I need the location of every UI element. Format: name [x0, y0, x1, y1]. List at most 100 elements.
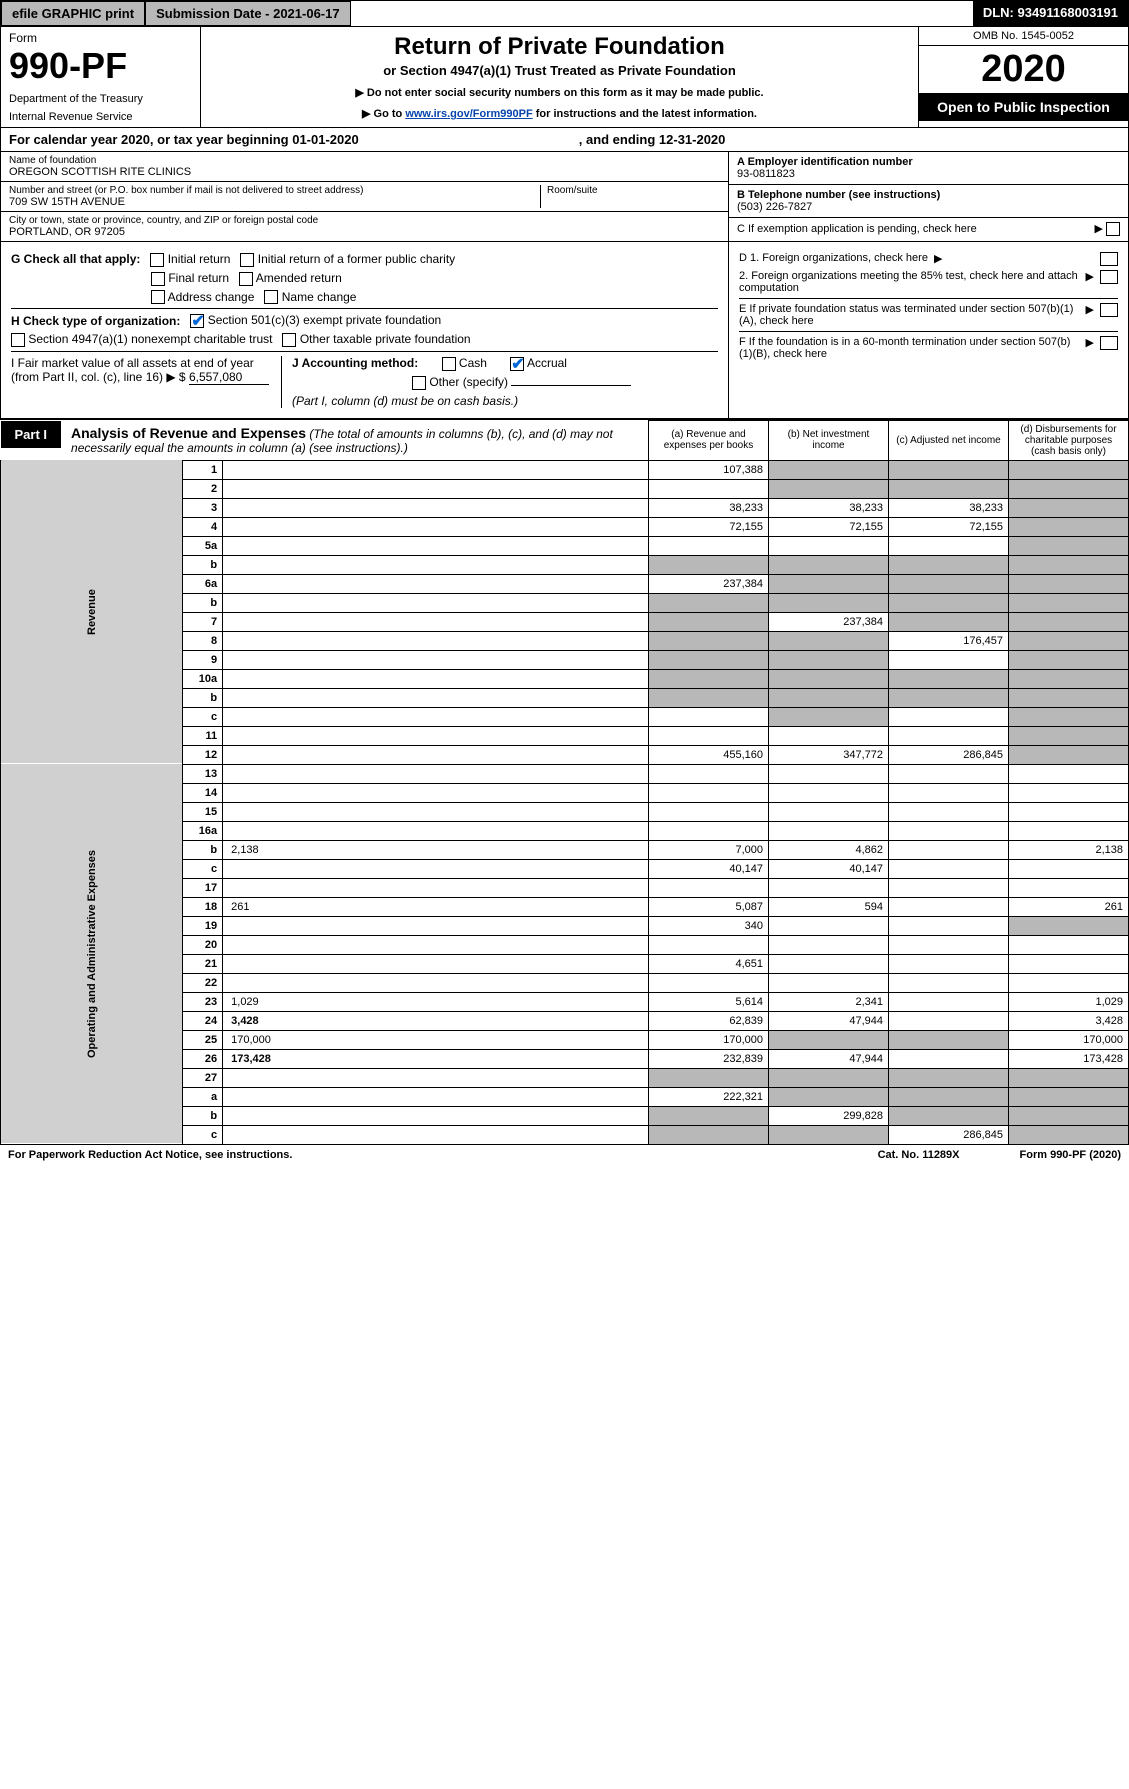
cell-d: 170,000 [1009, 1030, 1129, 1049]
efile-button[interactable]: efile GRAPHIC print [1, 1, 145, 26]
row-desc [223, 574, 649, 593]
other-taxable-cb[interactable] [282, 333, 296, 347]
cell-a: 340 [649, 916, 769, 935]
row-desc [223, 935, 649, 954]
row-number: b [183, 1106, 223, 1125]
revenue-side-label: Revenue [1, 460, 183, 764]
cell-a [649, 1068, 769, 1087]
accrual-cb[interactable] [510, 357, 524, 371]
cell-d [1009, 916, 1129, 935]
col-b-header: (b) Net investment income [769, 420, 889, 460]
e-checkbox[interactable] [1100, 303, 1118, 317]
part1-table-wrap: Part I Analysis of Revenue and Expenses … [0, 420, 1129, 1145]
cell-c [889, 593, 1009, 612]
cell-b: 4,862 [769, 840, 889, 859]
cell-d [1009, 1125, 1129, 1144]
row-desc [223, 707, 649, 726]
501c3-cb[interactable] [190, 314, 204, 328]
h-line-2: Section 4947(a)(1) nonexempt charitable … [11, 332, 718, 347]
d1-line: D 1. Foreign organizations, check here▶ [739, 252, 1118, 266]
exemption-checkbox[interactable] [1106, 222, 1120, 236]
cell-d: 3,428 [1009, 1011, 1129, 1030]
cell-c [889, 992, 1009, 1011]
cell-a: 5,087 [649, 897, 769, 916]
form-number: 990-PF [9, 45, 192, 87]
cell-d [1009, 1106, 1129, 1125]
cell-c [889, 916, 1009, 935]
header-right: OMB No. 1545-0052 2020 Open to Public In… [918, 27, 1128, 127]
cell-b [769, 764, 889, 783]
h-line: H Check type of organization: Section 50… [11, 308, 718, 328]
cell-b [769, 650, 889, 669]
cell-b [769, 954, 889, 973]
row-number: c [183, 1125, 223, 1144]
cell-d: 2,138 [1009, 840, 1129, 859]
omb-number: OMB No. 1545-0052 [919, 27, 1128, 46]
part1-table: Part I Analysis of Revenue and Expenses … [0, 420, 1129, 1145]
row-number: b [183, 688, 223, 707]
row-number: 17 [183, 878, 223, 897]
cell-d: 1,029 [1009, 992, 1129, 1011]
cell-a [649, 669, 769, 688]
name-change-cb[interactable] [264, 290, 278, 304]
ij-line: I Fair market value of all assets at end… [11, 351, 718, 408]
other-method-cb[interactable] [412, 376, 426, 390]
cell-b: 2,341 [769, 992, 889, 1011]
cell-d [1009, 802, 1129, 821]
row-desc [223, 517, 649, 536]
cell-a [649, 688, 769, 707]
row-desc: 1,029 [223, 992, 649, 1011]
row-number: c [183, 707, 223, 726]
cell-c [889, 1068, 1009, 1087]
row-desc [223, 783, 649, 802]
cash-cb[interactable] [442, 357, 456, 371]
initial-return-cb[interactable] [150, 253, 164, 267]
cell-d [1009, 460, 1129, 479]
form-subtitle: or Section 4947(a)(1) Trust Treated as P… [221, 63, 898, 78]
row-number: 2 [183, 479, 223, 498]
d2-checkbox[interactable] [1100, 270, 1118, 284]
row-desc [223, 802, 649, 821]
row-desc [223, 859, 649, 878]
cell-a [649, 973, 769, 992]
top-bar: efile GRAPHIC print Submission Date - 20… [0, 0, 1129, 27]
expenses-side-label: Operating and Administrative Expenses [1, 764, 183, 1144]
row-number: 3 [183, 498, 223, 517]
row-desc [223, 631, 649, 650]
row-number: 19 [183, 916, 223, 935]
row-desc [223, 1125, 649, 1144]
address-change-cb[interactable] [151, 290, 165, 304]
tax-year: 2020 [919, 46, 1128, 93]
cell-a: 107,388 [649, 460, 769, 479]
dln-label: DLN: 93491168003191 [973, 1, 1128, 26]
cell-c [889, 612, 1009, 631]
row-number: 25 [183, 1030, 223, 1049]
cell-a [649, 555, 769, 574]
d1-checkbox[interactable] [1100, 252, 1118, 266]
d2-line: 2. Foreign organizations meeting the 85%… [739, 270, 1118, 294]
cell-b [769, 1068, 889, 1087]
header-middle: Return of Private Foundation or Section … [201, 27, 918, 127]
cell-b [769, 973, 889, 992]
cell-c [889, 859, 1009, 878]
irs-link[interactable]: www.irs.gov/Form990PF [405, 108, 532, 120]
address-row: Number and street (or P.O. box number if… [1, 182, 728, 212]
final-return-cb[interactable] [151, 272, 165, 286]
4947-cb[interactable] [11, 333, 25, 347]
cell-c [889, 764, 1009, 783]
initial-former-cb[interactable] [240, 253, 254, 267]
f-checkbox[interactable] [1100, 336, 1118, 350]
cell-b [769, 593, 889, 612]
cell-b [769, 821, 889, 840]
submission-button[interactable]: Submission Date - 2021-06-17 [145, 1, 351, 26]
calendar-bar: For calendar year 2020, or tax year begi… [0, 128, 1129, 152]
exemption-row: C If exemption application is pending, c… [729, 218, 1128, 240]
row-desc [223, 821, 649, 840]
row-number: 16a [183, 821, 223, 840]
cell-c: 176,457 [889, 631, 1009, 650]
cell-d [1009, 669, 1129, 688]
cell-b [769, 916, 889, 935]
cell-c [889, 821, 1009, 840]
amended-cb[interactable] [239, 272, 253, 286]
form-label: Form [9, 31, 192, 45]
